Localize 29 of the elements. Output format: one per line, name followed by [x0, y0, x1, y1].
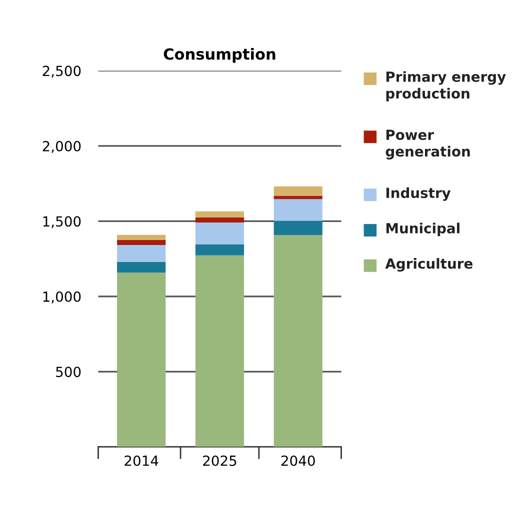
y-tick-label: 500: [56, 366, 81, 378]
legend-label: Power generation: [386, 130, 470, 160]
bar: [117, 234, 166, 240]
bar: [274, 235, 322, 447]
bar: [195, 217, 244, 223]
legend-label: Agriculture: [385, 258, 472, 272]
bar: [274, 220, 322, 236]
bar: [274, 186, 322, 196]
y-tick-label: 1,500: [43, 216, 81, 228]
bar: [117, 244, 166, 262]
x-tick-label: 2014: [124, 456, 158, 466]
y-tick-label: 1,000: [43, 291, 81, 304]
y-tick-label: 2,000: [42, 140, 81, 153]
bar: [274, 196, 322, 200]
bar: [117, 272, 166, 447]
chart-title: Consumption: [164, 48, 276, 63]
y-tick-label: 2,500: [42, 66, 81, 78]
legend-label: Primary energy production: [386, 71, 506, 102]
bar: [195, 255, 244, 447]
bar: [117, 240, 166, 245]
legend-label: Industry: [386, 187, 451, 201]
x-tick-label: 2040: [281, 456, 315, 466]
bar: [195, 211, 244, 218]
bar: [274, 199, 322, 221]
bar: [195, 244, 244, 256]
bar: [195, 222, 244, 244]
legend-label: Municipal: [386, 222, 460, 236]
bar: [117, 262, 166, 273]
x-tick-label: 2025: [203, 456, 236, 466]
